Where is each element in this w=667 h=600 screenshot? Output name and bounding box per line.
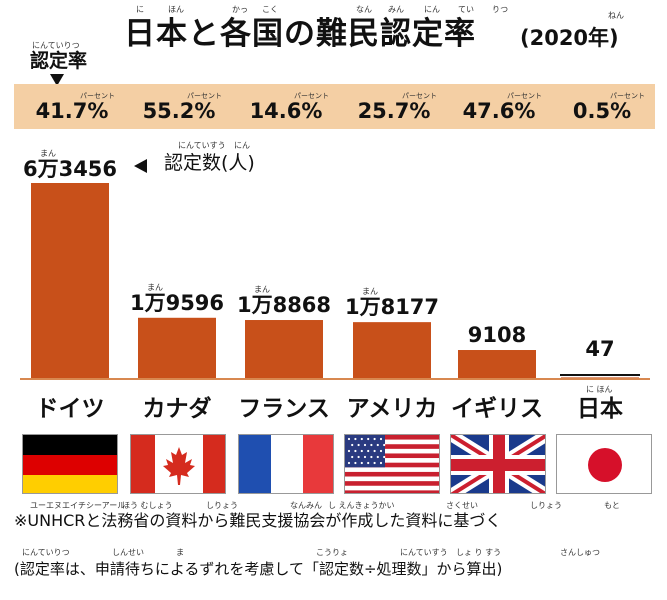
note-ruby: ま — [176, 548, 184, 557]
title-ruby: なん — [356, 5, 372, 14]
value-label-5: 47 — [585, 337, 614, 361]
country-label-4: イギリス — [451, 396, 543, 422]
country-label-0: ドイツ — [35, 396, 105, 422]
source-ruby: もと — [604, 501, 620, 510]
percent-ruby-4: パーセント — [507, 92, 542, 100]
count-label-ruby: にんていすう — [178, 141, 226, 150]
man-ruby-1: まん — [147, 283, 163, 292]
canada-flag — [130, 434, 226, 494]
country-label-3: アメリカ — [346, 396, 438, 422]
note-ruby: しょ り すう — [456, 548, 502, 557]
rate-value-3: 25.7% — [357, 99, 431, 123]
japan-flag — [556, 434, 652, 494]
man-ruby-3: まん — [362, 287, 378, 296]
down-arrow-icon — [50, 74, 64, 86]
percent-ruby-0: パーセント — [80, 92, 115, 100]
bar-0 — [31, 183, 109, 378]
country-label-1: カナダ — [142, 396, 212, 422]
chart-baseline — [20, 378, 650, 380]
title-ruby: みん — [388, 5, 404, 14]
source-ruby: ユーエヌエイチシーアール — [30, 501, 126, 510]
uk-flag — [450, 434, 546, 494]
country-label-2: フランス — [238, 396, 330, 422]
usa-flag — [344, 434, 440, 494]
count-unit-ruby: にん — [234, 141, 250, 150]
country-label-5: 日本 — [577, 396, 623, 422]
bar-4 — [458, 350, 536, 378]
title-ruby: かっ — [232, 5, 248, 14]
note-ruby: さんしゅつ — [560, 548, 600, 557]
man-ruby-0: まん — [40, 149, 56, 158]
bar-5 — [561, 377, 639, 378]
note-ruby: にんていりつ — [22, 548, 70, 557]
man-ruby-2: まん — [254, 285, 270, 294]
source-ruby: ほう むしょう — [122, 501, 173, 510]
value-label-0: 6万3456 — [23, 157, 117, 181]
title-ruby: りつ — [492, 5, 509, 14]
value-label-3: 1万8177 — [345, 295, 439, 319]
title-ruby: に — [136, 5, 144, 14]
source-ruby: さくせい — [446, 501, 478, 510]
method-note: (認定率は、申請待ちによるずれを考慮して「認定数÷処理数」から算出) — [14, 560, 503, 578]
note-ruby: こうりょ — [316, 548, 348, 557]
france-flag — [238, 434, 334, 494]
percent-ruby-3: パーセント — [402, 92, 437, 100]
chart-year: (2020年) — [520, 26, 619, 50]
value-label-1: 1万9596 — [130, 291, 224, 315]
japan-underline — [560, 374, 640, 376]
percent-ruby-1: パーセント — [187, 92, 222, 100]
title-ruby: にん — [424, 5, 440, 14]
rate-value-2: 14.6% — [249, 99, 323, 123]
country-ruby-5: に ほん — [586, 385, 613, 394]
source-ruby: しりょう — [206, 501, 238, 510]
germany-flag — [22, 434, 118, 494]
value-label-2: 1万8868 — [237, 293, 331, 317]
chart-title: 日本と各国の難民認定率 — [124, 16, 476, 52]
rate-value-1: 55.2% — [142, 99, 216, 123]
note-ruby: しんせい — [112, 548, 144, 557]
note-ruby: にんていすう — [400, 548, 448, 557]
rate-value-5: 0.5% — [572, 99, 632, 123]
bar-2 — [245, 320, 323, 378]
title-ruby: ねん — [608, 11, 624, 20]
source-ruby: しりょう — [530, 501, 562, 510]
rate-value-0: 41.7% — [35, 99, 109, 123]
left-arrow-icon — [134, 159, 147, 173]
rate-label: 認定率 — [30, 50, 88, 72]
value-label-4: 9108 — [468, 323, 526, 347]
source-ruby: し えんきょうかい — [328, 501, 395, 510]
bar-1 — [138, 317, 216, 378]
rate-band — [14, 84, 655, 129]
percent-ruby-2: パーセント — [294, 92, 329, 100]
rate-label-ruby: にんていりつ — [32, 41, 80, 50]
title-ruby: こく — [262, 5, 278, 14]
rate-value-4: 47.6% — [462, 99, 536, 123]
bar-3 — [353, 322, 431, 378]
percent-ruby-5: パーセント — [610, 92, 645, 100]
title-ruby: ほん — [168, 5, 184, 14]
source-note: ※UNHCRと法務省の資料から難民支援協会が作成した資料に基づく — [14, 511, 502, 530]
title-ruby: てい — [458, 5, 474, 14]
source-ruby: なんみん — [290, 501, 322, 510]
count-label: 認定数(人) — [164, 152, 255, 174]
